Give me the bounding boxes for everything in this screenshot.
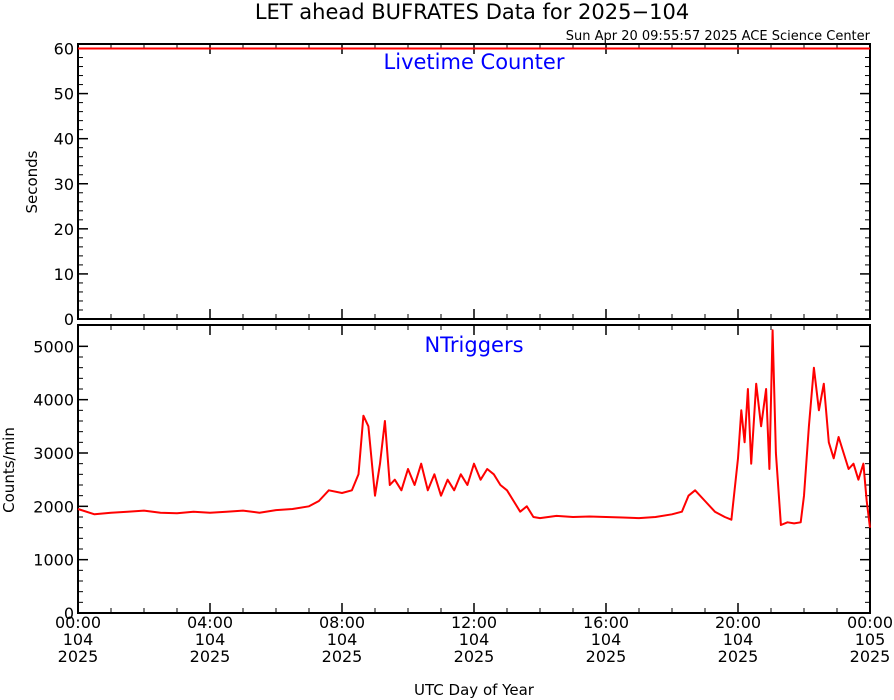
x-tick-label: 105	[855, 630, 886, 649]
panel-ntriggers-ylabel: Counts/min	[0, 427, 18, 513]
x-tick-label: 2025	[718, 647, 759, 666]
panel-ntriggers-ytick-label: 3000	[33, 444, 74, 463]
x-tick-label: 104	[195, 630, 226, 649]
x-tick-label: 00:00	[55, 613, 101, 632]
panel-livetime-ticks: 0 10 20 30 40 50 60	[54, 40, 871, 329]
x-tick-label: 104	[723, 630, 754, 649]
panel-livetime-frame	[77, 43, 871, 320]
panel-livetime-ytick-label: 60	[54, 40, 74, 59]
chart-timestamp: Sun Apr 20 09:55:57 2025 ACE Science Cen…	[566, 29, 871, 44]
x-tick-label: 2025	[454, 647, 495, 666]
x-tick-label: 2025	[190, 647, 231, 666]
panel-ntriggers-ytick-label: 5000	[33, 337, 74, 356]
x-tick-label: 2025	[322, 647, 363, 666]
panel-ntriggers: 0 1000 2000 3000 4000 5000 NTriggers Counts/m…	[0, 324, 871, 623]
panel-ntriggers-ytick-label: 1000	[33, 551, 74, 570]
panel-ntriggers-series-line	[77, 329, 871, 528]
x-tick-label: 2025	[586, 647, 627, 666]
x-tick-label: 104	[63, 630, 94, 649]
panel-livetime-ytick-label: 40	[54, 130, 74, 149]
x-tick-label: 12:00	[451, 613, 497, 632]
x-tick-label: 2025	[58, 647, 99, 666]
panel-livetime-ytick-label: 0	[64, 310, 74, 329]
chart-title: LET ahead BUFRATES Data for 2025−104	[255, 0, 689, 24]
x-tick-label: 104	[591, 630, 622, 649]
x-tick-label: 104	[327, 630, 358, 649]
panel-ntriggers-frame	[77, 324, 871, 614]
x-tick-label: 08:00	[319, 613, 365, 632]
panel-livetime-ylabel: Seconds	[23, 150, 41, 213]
panel-ntriggers-ytick-label: 2000	[33, 497, 74, 516]
panel-ntriggers-ytick-label: 0	[64, 604, 74, 623]
x-tick-label: 00:00	[847, 613, 893, 632]
x-axis-label: UTC Day of Year	[414, 681, 535, 699]
x-tick-label: 20:00	[715, 613, 761, 632]
x-tick-label: 2025	[850, 647, 891, 666]
panel-livetime-ytick-label: 50	[54, 85, 74, 104]
panel-livetime: 0 10 20 30 40 50 60 Livetime Counter Seconds	[23, 40, 871, 329]
x-tick-label: 04:00	[187, 613, 233, 632]
panel-ntriggers-ytick-label: 4000	[33, 391, 74, 410]
panel-livetime-ytick-label: 10	[54, 265, 74, 284]
panel-livetime-ytick-label: 20	[54, 220, 74, 239]
panel-livetime-ytick-label: 30	[54, 175, 74, 194]
panel-ntriggers-ticks: 0 1000 2000 3000 4000 5000	[33, 325, 871, 623]
x-tick-labels: 00:00104202504:00104202508:00104202512:0…	[55, 613, 893, 666]
x-tick-label: 16:00	[583, 613, 629, 632]
panel-livetime-title: Livetime Counter	[384, 50, 565, 74]
x-tick-label: 104	[459, 630, 490, 649]
panel-ntriggers-title: NTriggers	[424, 333, 523, 357]
